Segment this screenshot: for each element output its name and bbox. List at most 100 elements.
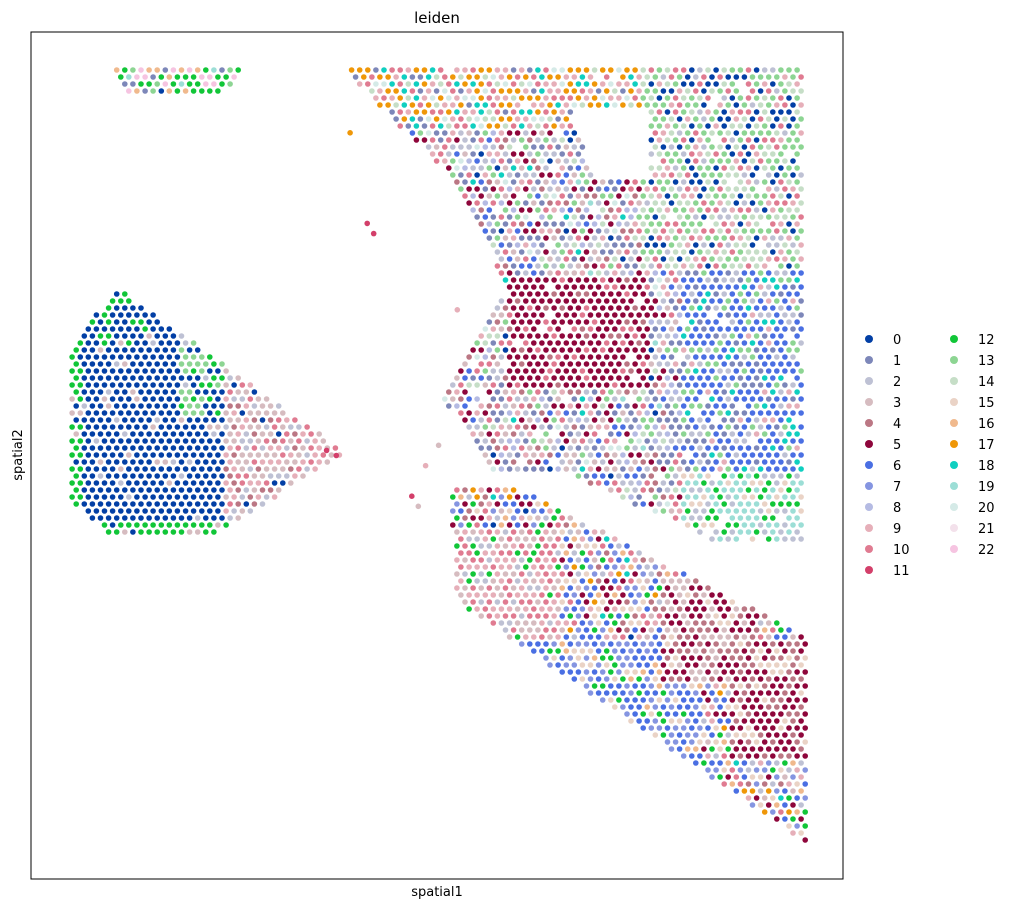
- point-cluster-17: [563, 88, 570, 94]
- point-cluster-13: [753, 95, 760, 101]
- point-cluster-5: [510, 375, 517, 381]
- point-cluster-0: [146, 375, 152, 381]
- point-cluster-10: [652, 186, 659, 192]
- point-cluster-9: [563, 620, 570, 626]
- point-cluster-13: [737, 67, 744, 73]
- point-cluster-2: [684, 354, 691, 360]
- point-cluster-4: [693, 592, 699, 598]
- point-cluster-6: [595, 452, 602, 458]
- point-cluster-5: [591, 305, 598, 311]
- point-cluster-6: [664, 725, 671, 731]
- point-cluster-2: [624, 417, 630, 423]
- point-cluster-1: [575, 151, 582, 157]
- legend-label-16: 16: [978, 417, 995, 432]
- point-cluster-13: [721, 263, 727, 269]
- point-cluster-0: [101, 494, 108, 500]
- point-cluster-13: [684, 144, 691, 150]
- point-cluster-9: [510, 235, 517, 241]
- point-cluster-9: [474, 606, 480, 612]
- point-cluster-5: [770, 725, 776, 731]
- point-cluster-5: [595, 312, 602, 318]
- point-cluster-13: [721, 193, 727, 199]
- point-cluster-4: [603, 256, 610, 262]
- point-cluster-0: [130, 375, 136, 381]
- point-cluster-2: [591, 235, 598, 241]
- point-cluster-5: [624, 347, 630, 353]
- point-cluster-0: [203, 417, 209, 423]
- point-cluster-3: [547, 256, 553, 262]
- point-cluster-12: [599, 557, 606, 563]
- point-cluster-14: [518, 81, 525, 87]
- point-cluster-15: [749, 732, 756, 738]
- point-cluster-0: [158, 466, 165, 472]
- point-cluster-10: [628, 186, 634, 192]
- point-cluster-14: [741, 116, 748, 122]
- point-cluster-5: [482, 410, 489, 416]
- point-cluster-13: [668, 158, 675, 164]
- point-cluster-17: [385, 74, 391, 80]
- point-cluster-5: [506, 522, 513, 528]
- point-cluster-13: [527, 193, 533, 199]
- point-cluster-7: [587, 564, 594, 570]
- point-cluster-10: [514, 424, 521, 430]
- point-cluster-2: [267, 473, 274, 479]
- point-cluster-4: [676, 606, 683, 612]
- point-cluster-9: [567, 179, 574, 185]
- point-cluster-0: [85, 326, 92, 332]
- point-cluster-5: [802, 697, 808, 703]
- point-cluster-2: [668, 144, 675, 150]
- point-cluster-5: [745, 655, 752, 661]
- point-cluster-5: [506, 354, 513, 360]
- point-cluster-20: [551, 193, 557, 199]
- point-cluster-16: [656, 669, 663, 675]
- point-cluster-6: [608, 543, 614, 549]
- point-cluster-4: [757, 732, 764, 738]
- point-cluster-0: [689, 67, 695, 73]
- point-cluster-18: [437, 123, 444, 129]
- point-cluster-5: [527, 319, 533, 325]
- point-cluster-10: [251, 445, 258, 451]
- point-cluster-14: [737, 179, 744, 185]
- point-cluster-9: [684, 242, 691, 248]
- point-cluster-6: [794, 319, 800, 325]
- point-cluster-5: [531, 368, 537, 374]
- point-cluster-15: [721, 767, 727, 773]
- point-cluster-10: [527, 599, 533, 605]
- point-cluster-6: [709, 326, 715, 332]
- point-cluster-0: [93, 508, 100, 514]
- point-cluster-2: [563, 158, 570, 164]
- point-cluster-5: [486, 487, 493, 493]
- point-cluster-15: [770, 669, 776, 675]
- point-cluster-6: [705, 375, 711, 381]
- point-cluster-10: [292, 417, 298, 423]
- point-cluster-14: [765, 144, 772, 150]
- point-cluster-15: [575, 655, 582, 661]
- point-cluster-9: [794, 445, 800, 451]
- point-cluster-5: [778, 739, 784, 745]
- point-cluster-5: [660, 662, 667, 668]
- point-cluster-2: [559, 459, 565, 465]
- point-cluster-18: [413, 95, 420, 101]
- point-cluster-15: [713, 613, 719, 619]
- point-cluster-17: [377, 102, 383, 108]
- point-cluster-10: [454, 487, 460, 493]
- point-cluster-13: [182, 368, 189, 374]
- point-cluster-10: [624, 291, 630, 297]
- point-cluster-5: [575, 361, 582, 367]
- point-cluster-3: [130, 389, 136, 395]
- point-cluster-14: [405, 95, 412, 101]
- point-cluster-10: [308, 445, 314, 451]
- point-cluster-10: [280, 438, 286, 444]
- point-cluster-5: [616, 305, 622, 311]
- point-cluster-12: [709, 508, 715, 514]
- point-cluster-0: [741, 74, 748, 80]
- point-cluster-6: [693, 760, 699, 766]
- point-cluster-16: [640, 669, 646, 675]
- point-cluster-9: [506, 228, 513, 234]
- point-cluster-13: [794, 123, 800, 129]
- point-cluster-14: [595, 242, 602, 248]
- point-cluster-0: [105, 515, 112, 521]
- point-cluster-5: [753, 669, 760, 675]
- point-cluster-20: [482, 326, 489, 332]
- point-cluster-8: [628, 270, 634, 276]
